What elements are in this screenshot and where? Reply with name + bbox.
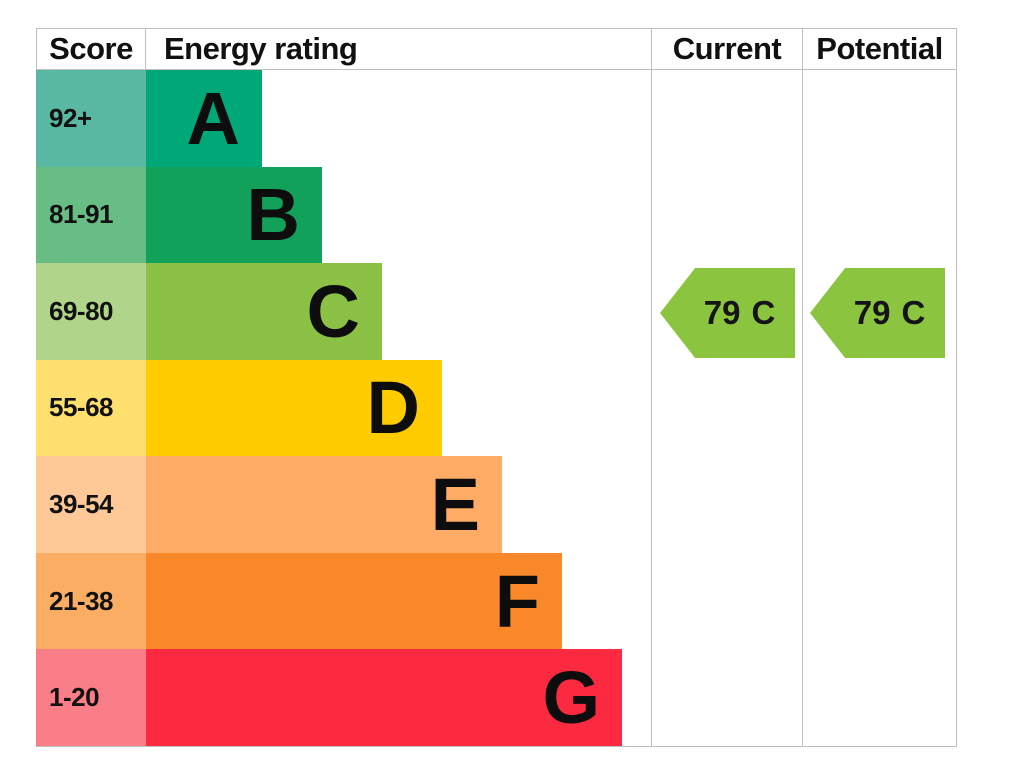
rating-bar-c: C: [146, 263, 382, 360]
rating-bar-f: F: [146, 552, 562, 650]
current-rating-letter: C: [751, 294, 776, 331]
column-divider-current-left: [651, 70, 652, 746]
score-cell: 92+: [36, 70, 146, 167]
chart-body: 92+ A 81-91 B 69-80 C 55-68 D 39-54 E: [36, 70, 957, 747]
score-cell: 1-20: [36, 649, 146, 746]
rating-bar-b: B: [146, 166, 322, 264]
score-cell: 39-54: [36, 456, 146, 553]
potential-rating-value: 79: [853, 294, 891, 331]
table-header-row: Score Energy rating Current Potential: [36, 28, 957, 70]
band-row-c: 69-80 C: [36, 263, 957, 360]
band-row-f: 21-38 F: [36, 552, 957, 650]
band-row-e: 39-54 E: [36, 456, 957, 553]
header-current: Current: [651, 29, 802, 69]
score-cell: 55-68: [36, 359, 146, 457]
band-row-b: 81-91 B: [36, 166, 957, 264]
potential-rating-letter: C: [901, 294, 926, 331]
band-rows: 92+ A 81-91 B 69-80 C 55-68 D 39-54 E: [36, 70, 957, 746]
band-row-a: 92+ A: [36, 70, 957, 167]
rating-bar-e: E: [146, 456, 502, 553]
band-row-g: 1-20 G: [36, 649, 957, 746]
current-rating-value: 79: [703, 294, 741, 331]
column-divider-potential-left: [802, 70, 803, 746]
chart-table: Score Energy rating Current Potential 92…: [36, 28, 957, 747]
header-energy-rating: Energy rating: [164, 31, 358, 66]
column-divider-right-edge: [956, 70, 957, 746]
score-cell: 81-91: [36, 166, 146, 264]
rating-bar-a: A: [146, 70, 262, 167]
band-row-d: 55-68 D: [36, 359, 957, 457]
header-potential: Potential: [802, 29, 957, 69]
header-score: Score: [36, 29, 146, 69]
score-cell: 21-38: [36, 552, 146, 650]
score-cell: 69-80: [36, 263, 146, 360]
rating-bar-g: G: [146, 649, 622, 746]
rating-bar-d: D: [146, 359, 442, 457]
